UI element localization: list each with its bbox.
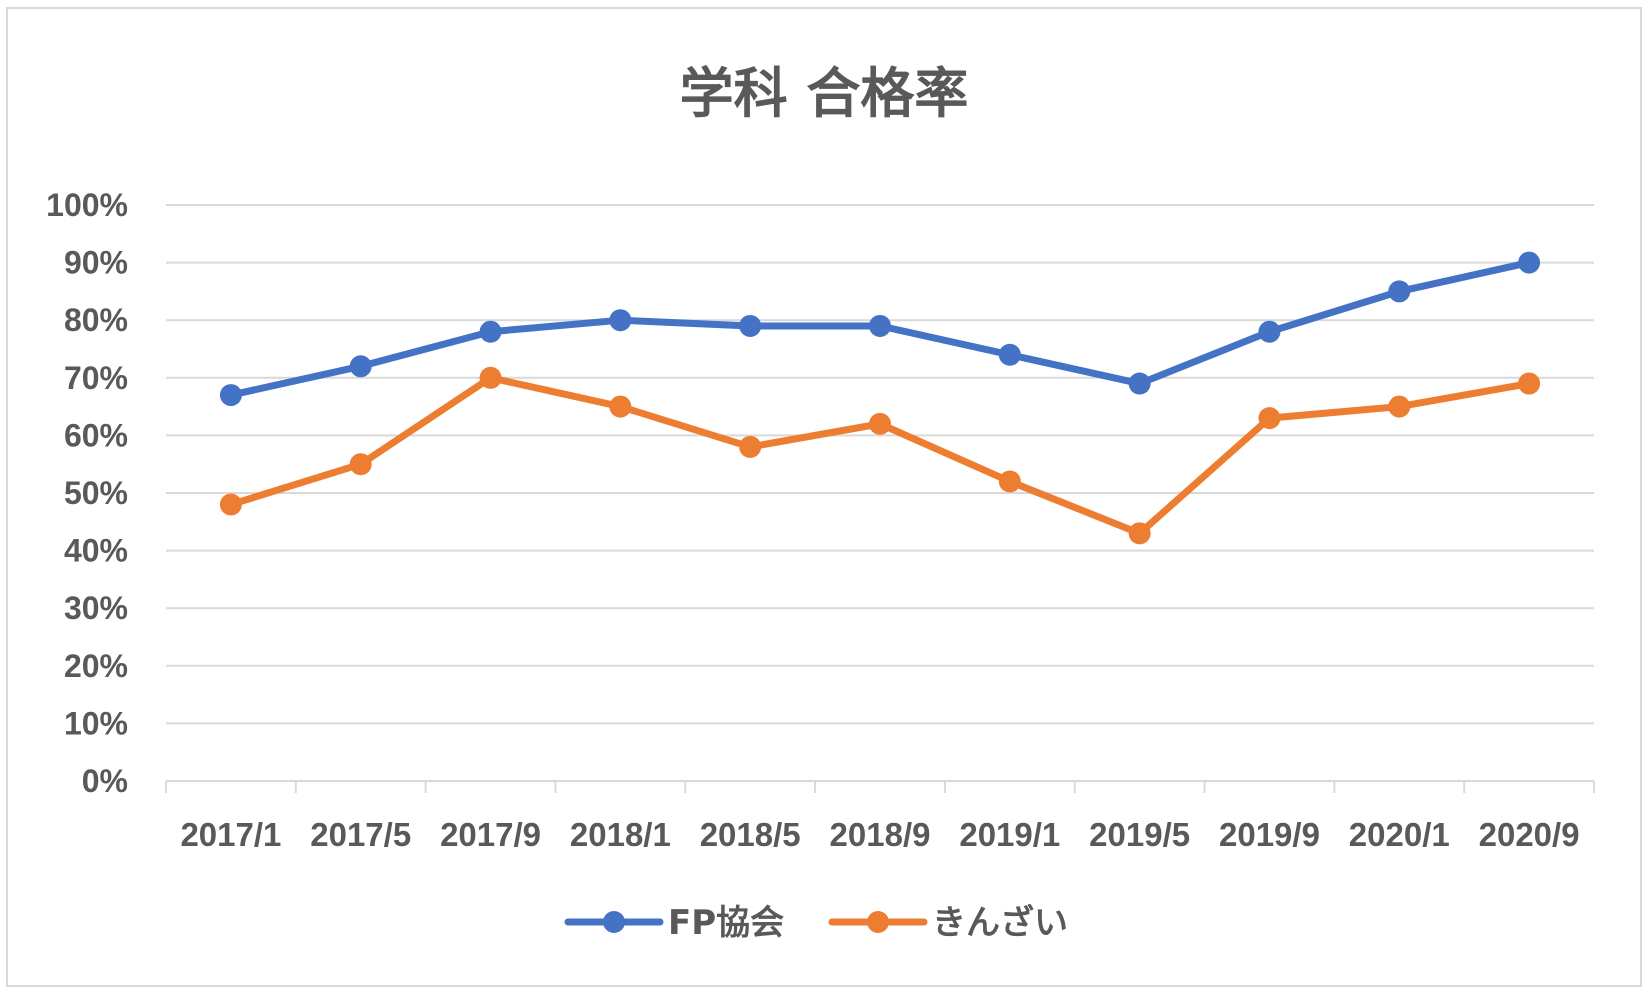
data-point [609,309,632,332]
x-axis [165,780,1595,793]
series-line [227,374,1533,537]
x-axis-ticks: 2017/1 2017/5 2017/9 2018/1 2018/5 2018/9 2019… [180,816,1579,853]
x-tick-label: 2019/5 [1089,816,1190,853]
y-tick-label: 90% [64,245,128,281]
series-layer [219,251,1541,545]
chart-frame [6,7,1642,987]
data-point [1518,372,1541,395]
y-axis-ticks: 0% 10% 20% 30% 40% 50% 60% 70% 80% 90% 100% [46,187,128,799]
x-tick-label: 2019/1 [959,816,1060,853]
y-tick-label: 10% [64,705,128,741]
series-2 [219,366,1541,545]
y-tick-label: 0% [82,763,128,799]
legend-item-1: FP協会 [564,903,784,943]
y-tick-label: 60% [64,417,128,453]
x-tick-label: 2018/5 [700,816,801,853]
y-tick-label: 40% [64,533,128,569]
data-point [869,314,891,337]
x-tick-label: 2018/1 [570,816,671,853]
x-tick-label: 2020/1 [1349,816,1450,853]
x-tick-label: 2018/9 [830,816,931,853]
y-tick-label: 20% [64,648,128,684]
gridlines [166,204,1594,725]
x-tick-label: 2017/9 [440,816,541,853]
data-point [219,493,242,516]
data-point [479,320,502,343]
y-tick-label: 30% [64,590,128,626]
data-point [1258,407,1281,430]
chart-title: 学科 合格率 [680,62,969,125]
data-point [739,314,762,337]
data-point [1388,395,1411,418]
legend-marker [867,911,889,933]
legend-marker [603,911,625,933]
data-point [998,343,1021,366]
data-point [1518,251,1541,274]
data-point [349,453,372,476]
y-tick-label: 70% [64,360,128,396]
x-tick-label: 2020/9 [1479,816,1580,853]
data-point [349,355,372,378]
y-tick-label: 100% [46,187,128,223]
data-point [739,435,762,458]
data-point [998,470,1021,493]
legend: FP協会 きんざい [564,903,1068,943]
series-1 [219,251,1541,407]
data-point [609,395,632,418]
legend-label: きんざい [932,903,1068,943]
legend-label: FP協会 [668,903,784,943]
x-tick-label: 2017/1 [180,816,281,853]
data-point [1128,522,1151,545]
data-point [869,412,891,435]
data-point [1388,280,1411,303]
x-tick-label: 2017/5 [310,816,411,853]
data-point [1258,320,1281,343]
legend-item-2: きんざい [828,903,1068,943]
data-point [219,384,242,407]
data-point [1128,372,1151,395]
y-tick-label: 80% [64,302,128,338]
x-tick-label: 2019/9 [1219,816,1320,853]
y-tick-label: 50% [64,475,128,511]
data-point [479,366,502,389]
